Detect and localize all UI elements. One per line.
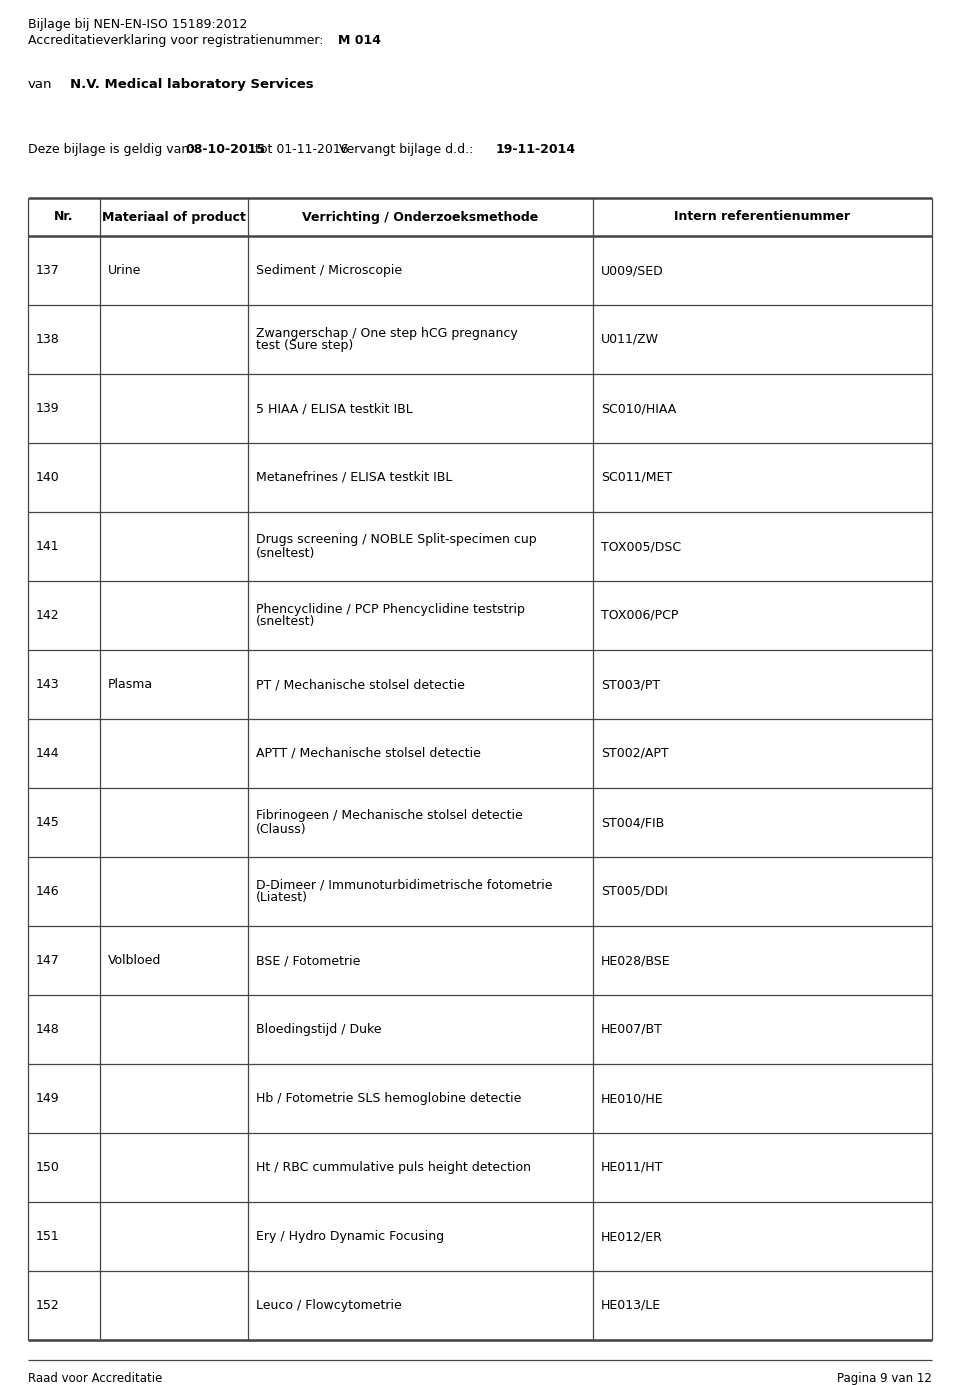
- Text: 145: 145: [36, 816, 60, 830]
- Text: Nr.: Nr.: [55, 211, 74, 223]
- Text: Hb / Fotometrie SLS hemoglobine detectie: Hb / Fotometrie SLS hemoglobine detectie: [256, 1091, 521, 1105]
- Text: APTT / Mechanische stolsel detectie: APTT / Mechanische stolsel detectie: [256, 747, 481, 760]
- Text: 144: 144: [36, 747, 60, 760]
- Text: Leuco / Flowcytometrie: Leuco / Flowcytometrie: [256, 1299, 401, 1312]
- Text: 141: 141: [36, 540, 60, 553]
- Text: 143: 143: [36, 679, 60, 691]
- Text: PT / Mechanische stolsel detectie: PT / Mechanische stolsel detectie: [256, 679, 465, 691]
- Text: Plasma: Plasma: [108, 679, 154, 691]
- Text: Raad voor Accreditatie: Raad voor Accreditatie: [28, 1373, 162, 1385]
- Text: TOX005/DSC: TOX005/DSC: [601, 540, 682, 553]
- Text: Drugs screening / NOBLE Split-specimen cup: Drugs screening / NOBLE Split-specimen c…: [256, 533, 537, 547]
- Text: 08-10-2015: 08-10-2015: [185, 143, 265, 157]
- Text: D-Dimeer / Immunoturbidimetrische fotometrie: D-Dimeer / Immunoturbidimetrische fotome…: [256, 878, 553, 892]
- Text: SC010/HIAA: SC010/HIAA: [601, 402, 676, 416]
- Text: Ery / Hydro Dynamic Focusing: Ery / Hydro Dynamic Focusing: [256, 1230, 444, 1242]
- Text: 5 HIAA / ELISA testkit IBL: 5 HIAA / ELISA testkit IBL: [256, 402, 413, 416]
- Text: Deze bijlage is geldig van:: Deze bijlage is geldig van:: [28, 143, 198, 157]
- Text: Sediment / Microscopie: Sediment / Microscopie: [256, 265, 402, 277]
- Text: Bijlage bij NEN-EN-ISO 15189:2012: Bijlage bij NEN-EN-ISO 15189:2012: [28, 18, 248, 30]
- Text: 146: 146: [36, 885, 60, 897]
- Text: (sneltest): (sneltest): [256, 547, 316, 560]
- Text: 140: 140: [36, 471, 60, 483]
- Text: 19-11-2014: 19-11-2014: [496, 143, 576, 157]
- Text: HE028/BSE: HE028/BSE: [601, 954, 671, 967]
- Text: Materiaal of product: Materiaal of product: [102, 211, 246, 223]
- Text: (sneltest): (sneltest): [256, 615, 316, 629]
- Text: 151: 151: [36, 1230, 60, 1242]
- Text: Bloedingstijd / Duke: Bloedingstijd / Duke: [256, 1024, 381, 1036]
- Text: ST004/FIB: ST004/FIB: [601, 816, 664, 830]
- Text: Ht / RBC cummulative puls height detection: Ht / RBC cummulative puls height detecti…: [256, 1161, 531, 1174]
- Text: HE011/HT: HE011/HT: [601, 1161, 663, 1174]
- Text: Metanefrines / ELISA testkit IBL: Metanefrines / ELISA testkit IBL: [256, 471, 452, 483]
- Text: ST002/APT: ST002/APT: [601, 747, 668, 760]
- Text: Vervangt bijlage d.d.:: Vervangt bijlage d.d.:: [339, 143, 477, 157]
- Text: 138: 138: [36, 332, 60, 346]
- Text: 152: 152: [36, 1299, 60, 1312]
- Text: Urine: Urine: [108, 265, 141, 277]
- Text: Intern referentienummer: Intern referentienummer: [675, 211, 851, 223]
- Text: ST003/PT: ST003/PT: [601, 679, 660, 691]
- Text: Verrichting / Onderzoeksmethode: Verrichting / Onderzoeksmethode: [302, 211, 539, 223]
- Text: Volbloed: Volbloed: [108, 954, 161, 967]
- Text: 147: 147: [36, 954, 60, 967]
- Text: HE007/BT: HE007/BT: [601, 1024, 662, 1036]
- Text: (Liatest): (Liatest): [256, 892, 308, 904]
- Text: 149: 149: [36, 1091, 60, 1105]
- Text: BSE / Fotometrie: BSE / Fotometrie: [256, 954, 360, 967]
- Text: N.V. Medical laboratory Services: N.V. Medical laboratory Services: [70, 78, 314, 91]
- Text: Accreditatieverklaring voor registratienummer:: Accreditatieverklaring voor registratien…: [28, 35, 327, 47]
- Text: (Clauss): (Clauss): [256, 823, 306, 835]
- Text: Fibrinogeen / Mechanische stolsel detectie: Fibrinogeen / Mechanische stolsel detect…: [256, 809, 523, 823]
- Text: SC011/MET: SC011/MET: [601, 471, 672, 483]
- Text: U011/ZW: U011/ZW: [601, 332, 659, 346]
- Text: Pagina 9 van 12: Pagina 9 van 12: [837, 1373, 932, 1385]
- Text: HE012/ER: HE012/ER: [601, 1230, 662, 1242]
- Text: Zwangerschap / One step hCG pregnancy: Zwangerschap / One step hCG pregnancy: [256, 327, 517, 339]
- Text: 137: 137: [36, 265, 60, 277]
- Text: test (Sure step): test (Sure step): [256, 339, 353, 353]
- Text: 150: 150: [36, 1161, 60, 1174]
- Text: TOX006/PCP: TOX006/PCP: [601, 609, 679, 622]
- Text: Phencyclidine / PCP Phencyclidine teststrip: Phencyclidine / PCP Phencyclidine testst…: [256, 602, 525, 615]
- Text: van: van: [28, 78, 53, 91]
- Text: M 014: M 014: [338, 35, 381, 47]
- Text: HE010/HE: HE010/HE: [601, 1091, 663, 1105]
- Text: tot 01-11-2016: tot 01-11-2016: [251, 143, 348, 157]
- Text: 139: 139: [36, 402, 60, 416]
- Text: HE013/LE: HE013/LE: [601, 1299, 661, 1312]
- Text: ST005/DDI: ST005/DDI: [601, 885, 668, 897]
- Text: U009/SED: U009/SED: [601, 265, 663, 277]
- Text: 148: 148: [36, 1024, 60, 1036]
- Text: 142: 142: [36, 609, 60, 622]
